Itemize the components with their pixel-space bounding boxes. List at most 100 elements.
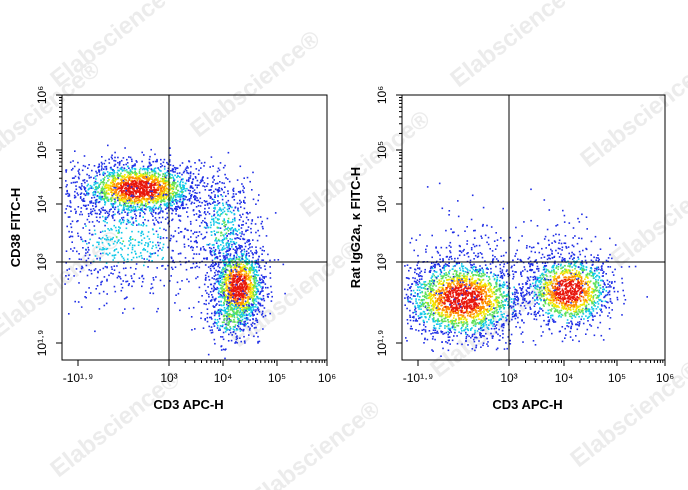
event-dot (249, 180, 251, 183)
event-dot (154, 182, 157, 184)
event-dot (218, 202, 221, 204)
event-dot (261, 312, 264, 315)
event-dot (225, 251, 227, 253)
event-dot (138, 183, 140, 185)
event-dot (189, 220, 192, 223)
event-dot (205, 231, 208, 234)
event-dot (209, 252, 212, 254)
event-dot (248, 239, 250, 241)
event-dot (220, 213, 223, 215)
event-dot (218, 300, 220, 303)
event-dot (228, 263, 230, 265)
event-dot (192, 190, 194, 193)
event-dot (217, 231, 220, 234)
event-dot (209, 329, 212, 332)
event-dot (227, 217, 230, 220)
event-dot (88, 287, 90, 289)
event-dot (111, 215, 114, 218)
event-dot (228, 280, 230, 283)
event-dot (139, 199, 141, 201)
event-dot (497, 333, 499, 336)
event-dot (152, 180, 154, 183)
event-dot (236, 335, 238, 337)
event-dot (178, 193, 180, 195)
event-dot (212, 176, 214, 179)
event-dot (165, 205, 168, 207)
event-dot (121, 181, 123, 184)
event-dot (258, 269, 260, 272)
event-dot (163, 200, 166, 203)
event-dot (198, 159, 201, 162)
event-dot (88, 164, 90, 166)
event-dot (257, 290, 260, 293)
event-dot (110, 188, 113, 190)
event-dot (209, 203, 212, 205)
event-dot (153, 224, 156, 226)
event-dot (164, 182, 167, 185)
event-dot (253, 270, 256, 272)
event-dot (242, 263, 245, 266)
event-dot (212, 175, 215, 177)
event-dot (146, 173, 149, 175)
event-dot (166, 191, 168, 193)
event-dot (135, 177, 137, 179)
event-dot (132, 205, 135, 207)
event-dot (157, 189, 159, 191)
event-dot (243, 177, 245, 179)
event-dot (129, 175, 131, 177)
event-dot (253, 277, 255, 280)
event-dot (142, 180, 145, 183)
event-dot (232, 328, 235, 330)
event-dot (230, 297, 233, 299)
event-dot (133, 209, 135, 211)
event-dot (112, 214, 115, 216)
event-dot (238, 323, 240, 326)
event-dot (189, 186, 192, 189)
event-dot (99, 259, 101, 261)
event-dot (155, 179, 158, 181)
event-dot (245, 317, 248, 319)
event-dot (234, 259, 237, 262)
event-dot (214, 342, 216, 345)
event-dot (231, 302, 233, 305)
event-dot (110, 238, 112, 240)
event-dot (232, 269, 234, 272)
event-dot (230, 299, 233, 301)
event-dot (125, 199, 128, 202)
event-dot (515, 315, 517, 317)
event-dot (154, 184, 156, 186)
event-dot (466, 305, 468, 307)
event-dot (231, 276, 234, 278)
event-dot (74, 208, 76, 211)
event-dot (172, 259, 174, 262)
event-dot (135, 209, 137, 212)
event-dot (179, 198, 182, 201)
event-dot (213, 244, 215, 246)
event-dot (207, 293, 210, 296)
event-dot (246, 317, 249, 319)
event-dot (79, 213, 81, 216)
event-dot (221, 239, 223, 242)
event-dot (166, 206, 169, 208)
event-dot (233, 315, 235, 317)
event-dot (263, 265, 266, 267)
event-dot (229, 296, 232, 298)
event-dot (100, 198, 103, 201)
event-dot (151, 260, 153, 262)
event-dot (234, 332, 237, 335)
event-dot (175, 193, 178, 195)
event-dot (83, 200, 86, 202)
event-dot (236, 247, 238, 250)
event-dot (217, 227, 220, 229)
event-dot (236, 273, 238, 276)
event-dot (182, 186, 184, 188)
event-dot (245, 288, 247, 291)
event-dot (217, 287, 220, 290)
event-dot (136, 202, 139, 204)
event-dot (237, 281, 239, 284)
event-dot (125, 202, 128, 204)
event-dot (248, 308, 250, 311)
event-dot (114, 213, 116, 216)
event-dot (249, 246, 251, 249)
event-dot (241, 318, 244, 321)
